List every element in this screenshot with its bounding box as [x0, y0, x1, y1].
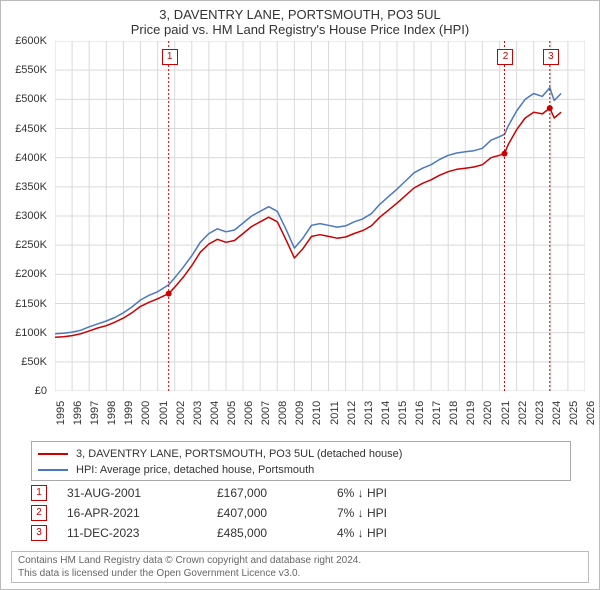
- x-tick-label: 2002: [175, 401, 187, 425]
- cell-date: 11-DEC-2023: [67, 523, 217, 543]
- x-tick-label: 1996: [72, 401, 84, 425]
- footnote: Contains HM Land Registry data © Crown c…: [11, 551, 589, 583]
- cell-diff: 6% ↓ HPI: [337, 483, 537, 503]
- x-tick-label: 1998: [106, 401, 118, 425]
- marker-badge: 2: [31, 505, 47, 521]
- chart-title: 3, DAVENTRY LANE, PORTSMOUTH, PO3 5UL: [1, 1, 599, 22]
- chart-card: 3, DAVENTRY LANE, PORTSMOUTH, PO3 5UL Pr…: [0, 0, 600, 590]
- chart-subtitle: Price paid vs. HM Land Registry's House …: [1, 22, 599, 41]
- x-tick-label: 2015: [397, 401, 409, 425]
- y-tick-label: £0: [35, 385, 47, 397]
- x-tick-label: 2021: [500, 401, 512, 425]
- y-tick-label: £200K: [15, 268, 47, 280]
- cell-diff: 4% ↓ HPI: [337, 523, 537, 543]
- grid-layer: [55, 41, 585, 391]
- y-tick-label: £150K: [15, 298, 47, 310]
- legend-swatch: [38, 469, 68, 471]
- x-tick-label: 2000: [140, 401, 152, 425]
- legend-item: HPI: Average price, detached house, Port…: [38, 462, 564, 478]
- legend-item: 3, DAVENTRY LANE, PORTSMOUTH, PO3 5UL (d…: [38, 446, 564, 462]
- x-tick-label: 2006: [243, 401, 255, 425]
- x-tick-label: 2025: [568, 401, 580, 425]
- x-tick-label: 2009: [294, 401, 306, 425]
- x-tick-label: 2022: [517, 401, 529, 425]
- x-tick-label: 2020: [482, 401, 494, 425]
- x-tick-label: 2005: [226, 401, 238, 425]
- x-tick-label: 2010: [311, 401, 323, 425]
- x-tick-label: 1999: [123, 401, 135, 425]
- x-tick-label: 2001: [158, 401, 170, 425]
- y-tick-label: £400K: [15, 152, 47, 164]
- x-tick-label: 2011: [329, 401, 341, 425]
- cell-date: 31-AUG-2001: [67, 483, 217, 503]
- x-tick-label: 2026: [585, 401, 597, 425]
- cell-date: 16-APR-2021: [67, 503, 217, 523]
- x-tick-label: 1997: [89, 401, 101, 425]
- y-tick-label: £450K: [15, 123, 47, 135]
- y-tick-label: £250K: [15, 239, 47, 251]
- footnote-line: Contains HM Land Registry data © Crown c…: [18, 554, 582, 567]
- legend: 3, DAVENTRY LANE, PORTSMOUTH, PO3 5UL (d…: [31, 441, 571, 481]
- marker-label: 1: [162, 49, 178, 65]
- y-tick-label: £350K: [15, 181, 47, 193]
- x-tick-label: 1995: [55, 401, 67, 425]
- x-tick-label: 2024: [551, 401, 563, 425]
- x-tick-label: 2016: [414, 401, 426, 425]
- cell-price: £485,000: [217, 523, 337, 543]
- table-row: 3 11-DEC-2023 £485,000 4% ↓ HPI: [31, 523, 571, 543]
- cell-price: £167,000: [217, 483, 337, 503]
- x-tick-label: 2014: [380, 401, 392, 425]
- cell-diff: 7% ↓ HPI: [337, 503, 537, 523]
- x-tick-label: 2004: [209, 401, 221, 425]
- table-row: 1 31-AUG-2001 £167,000 6% ↓ HPI: [31, 483, 571, 503]
- x-tick-label: 2013: [363, 401, 375, 425]
- footnote-line: This data is licensed under the Open Gov…: [18, 567, 582, 580]
- marker-badge: 3: [31, 525, 47, 541]
- x-tick-label: 2023: [534, 401, 546, 425]
- y-tick-label: £300K: [15, 210, 47, 222]
- table-row: 2 16-APR-2021 £407,000 7% ↓ HPI: [31, 503, 571, 523]
- cell-price: £407,000: [217, 503, 337, 523]
- legend-label: 3, DAVENTRY LANE, PORTSMOUTH, PO3 5UL (d…: [76, 446, 402, 462]
- x-tick-label: 2019: [465, 401, 477, 425]
- y-tick-label: £500K: [15, 93, 47, 105]
- x-tick-label: 2003: [192, 401, 204, 425]
- x-tick-label: 2008: [277, 401, 289, 425]
- x-tick-label: 2018: [448, 401, 460, 425]
- chart-svg: [55, 41, 585, 391]
- y-tick-label: £600K: [15, 35, 47, 47]
- chart-area: £0£50K£100K£150K£200K£250K£300K£350K£400…: [55, 41, 585, 391]
- x-tick-label: 2007: [260, 401, 272, 425]
- marker-badge: 1: [31, 485, 47, 501]
- y-tick-label: £100K: [15, 327, 47, 339]
- marker-label: 3: [543, 49, 559, 65]
- y-tick-label: £550K: [15, 64, 47, 76]
- transactions-table: 1 31-AUG-2001 £167,000 6% ↓ HPI 2 16-APR…: [31, 483, 571, 543]
- y-tick-label: £50K: [21, 356, 47, 368]
- series-layer: [55, 88, 561, 338]
- x-tick-label: 2012: [346, 401, 358, 425]
- legend-swatch: [38, 453, 68, 455]
- marker-label: 2: [497, 49, 513, 65]
- x-tick-label: 2017: [431, 401, 443, 425]
- legend-label: HPI: Average price, detached house, Port…: [76, 462, 314, 478]
